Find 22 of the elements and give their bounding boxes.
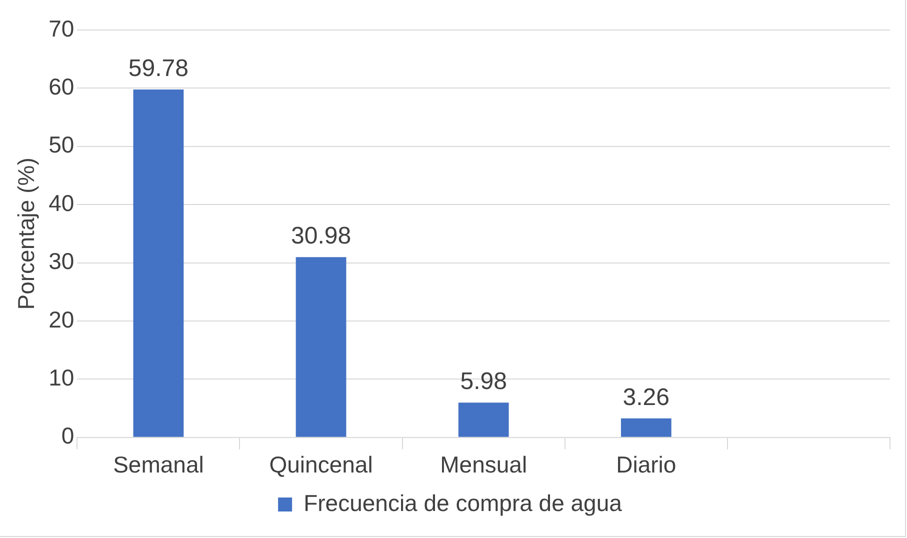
data-label: 5.98	[460, 368, 507, 396]
y-tick-label: 70	[48, 15, 74, 42]
data-label: 59.78	[128, 55, 188, 82]
y-tick-label: 30	[48, 248, 74, 274]
y-tick-label: 60	[48, 74, 74, 100]
x-tick-label: Diario	[616, 452, 676, 478]
y-tick-label: 10	[48, 364, 74, 391]
data-label: 30.98	[290, 222, 352, 250]
y-tick-label: 40	[48, 190, 74, 216]
x-tick-label: Quincenal	[269, 452, 373, 478]
bar	[620, 418, 672, 437]
bar	[296, 257, 346, 437]
x-tick-label: Semanal	[113, 452, 204, 478]
bar	[133, 89, 184, 437]
y-tick-label: 50	[48, 132, 74, 158]
y-axis-title: Porcentaje (%)	[13, 158, 40, 310]
bar	[458, 402, 509, 437]
x-tick-label: Mensual	[440, 452, 528, 478]
data-label: 3.26	[622, 384, 670, 412]
legend-label: Frecuencia de compra de agua	[304, 490, 622, 516]
y-tick-label: 0	[61, 422, 74, 449]
y-tick-label: 20	[48, 306, 74, 332]
